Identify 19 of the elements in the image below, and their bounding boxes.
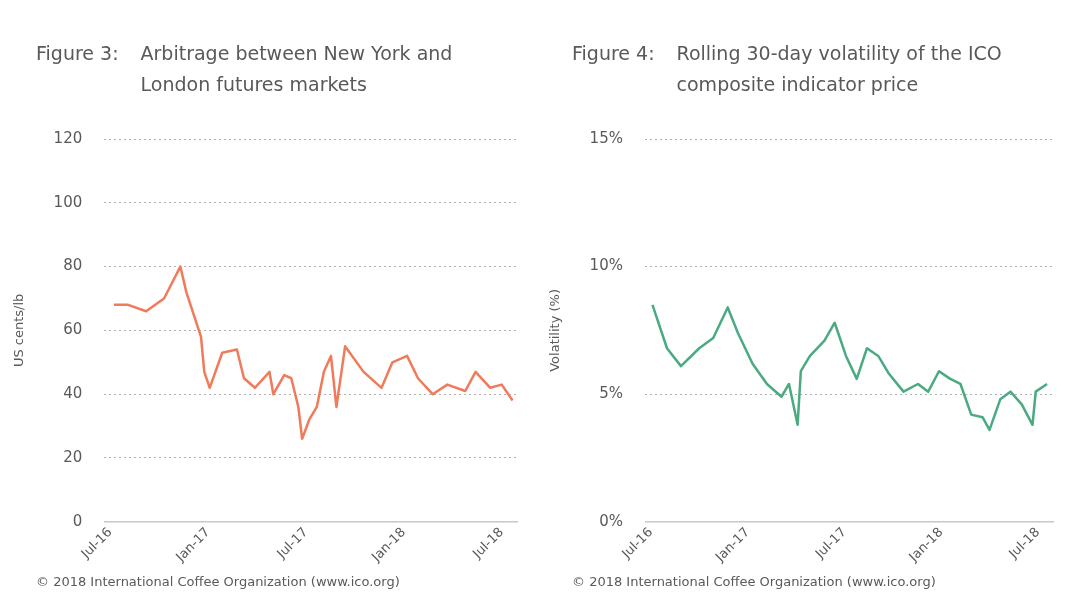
y-axis-title: US cents/lb	[11, 293, 27, 368]
text: © 2018 International Coffee Organization (www.ico.org)	[571, 573, 937, 589]
y-tick-label: 80	[63, 256, 83, 275]
chart-subtitle: Rolling 30-day volatility of the ICO composite indicator price	[676, 41, 1003, 97]
y-tick-label: 40	[63, 384, 83, 403]
y-tick-label: 20	[63, 447, 83, 466]
chart-title: Figure 3:	[36, 41, 119, 66]
y-tick-label: 5%	[599, 384, 623, 403]
y-tick-label: 10%	[589, 256, 623, 275]
chart-title: Figure 4:	[572, 41, 655, 66]
text: © 2018 International Coffee Organization (www.ico.org)	[35, 573, 401, 589]
y-tick-label: 0%	[599, 511, 623, 530]
chart-subtitle: Arbitrage between New York and London futures markets	[140, 41, 454, 97]
y-tick-label: 15%	[589, 128, 623, 147]
y-tick-label: 120	[53, 128, 83, 147]
y-tick-label: 60	[63, 320, 83, 339]
y-tick-label: 0	[72, 511, 83, 530]
y-tick-label: 100	[53, 192, 83, 211]
y-axis-title: Volatility (%)	[547, 289, 563, 372]
